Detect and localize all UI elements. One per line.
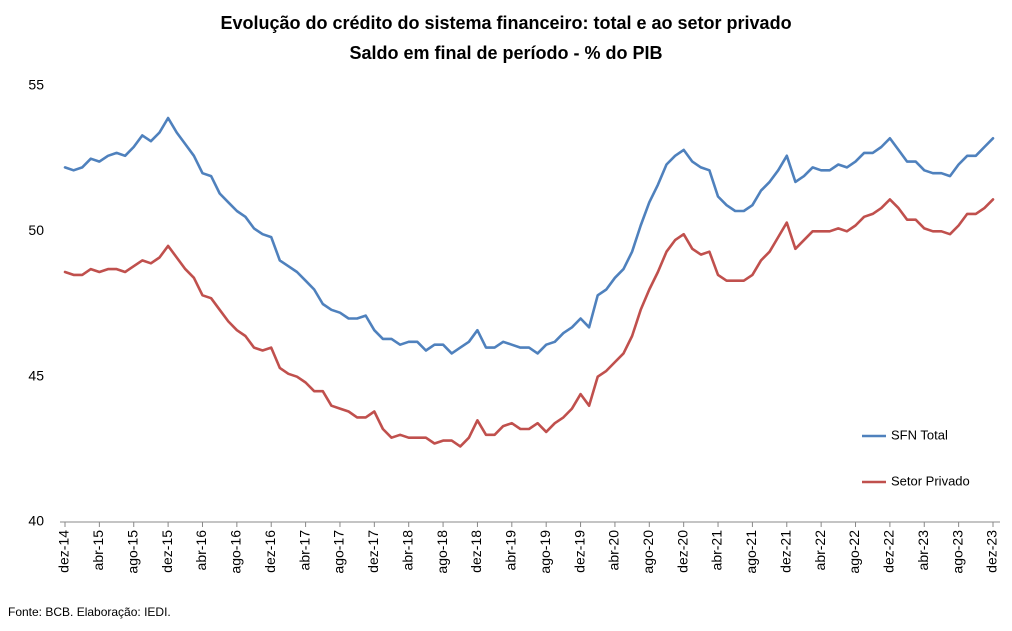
x-tick-label: ago-23 bbox=[949, 530, 965, 574]
x-tick-label: dez-22 bbox=[881, 530, 897, 573]
legend-label: SFN Total bbox=[891, 427, 948, 442]
chart-title: Evolução do crédito do sistema financeir… bbox=[220, 13, 791, 33]
x-tick-label: dez-21 bbox=[777, 530, 793, 573]
x-tick-label: dez-18 bbox=[468, 530, 484, 573]
x-tick-label: dez-17 bbox=[365, 530, 381, 573]
x-tick-label: dez-14 bbox=[56, 530, 72, 573]
x-tick-label: ago-21 bbox=[743, 530, 759, 574]
x-tick-label: dez-20 bbox=[674, 530, 690, 573]
y-tick-label: 55 bbox=[28, 77, 44, 93]
x-tick-label: ago-22 bbox=[846, 530, 862, 574]
x-tick-label: dez-15 bbox=[159, 530, 175, 573]
x-tick-label: ago-20 bbox=[640, 530, 656, 574]
legend-label: Setor Privado bbox=[891, 473, 970, 488]
x-tick-label: abr-23 bbox=[915, 530, 931, 571]
x-tick-label: abr-19 bbox=[503, 530, 519, 571]
x-tick-label: abr-21 bbox=[709, 530, 725, 571]
x-tick-label: dez-23 bbox=[984, 530, 1000, 573]
y-tick-label: 45 bbox=[28, 367, 44, 383]
x-tick-label: ago-17 bbox=[331, 530, 347, 574]
x-tick-label: abr-17 bbox=[296, 530, 312, 571]
x-tick-label: dez-16 bbox=[262, 530, 278, 573]
x-tick-label: dez-19 bbox=[571, 530, 587, 573]
x-tick-label: ago-15 bbox=[124, 530, 140, 574]
x-tick-label: abr-20 bbox=[606, 530, 622, 571]
x-tick-label: abr-22 bbox=[812, 530, 828, 571]
line-series bbox=[63, 198, 995, 448]
source-note: Fonte: BCB. Elaboração: IEDI. bbox=[8, 605, 171, 619]
y-tick-label: 40 bbox=[28, 513, 44, 529]
x-tick-label: abr-16 bbox=[193, 530, 209, 571]
x-tick-label: abr-18 bbox=[399, 530, 415, 571]
x-tick-label: ago-18 bbox=[434, 530, 450, 574]
x-tick-label: ago-16 bbox=[228, 530, 244, 574]
line-series bbox=[63, 116, 995, 355]
x-tick-label: ago-19 bbox=[537, 530, 553, 574]
chart-subtitle: Saldo em final de período - % do PIB bbox=[349, 43, 662, 63]
y-tick-label: 50 bbox=[28, 222, 44, 238]
x-tick-label: abr-15 bbox=[90, 530, 106, 571]
